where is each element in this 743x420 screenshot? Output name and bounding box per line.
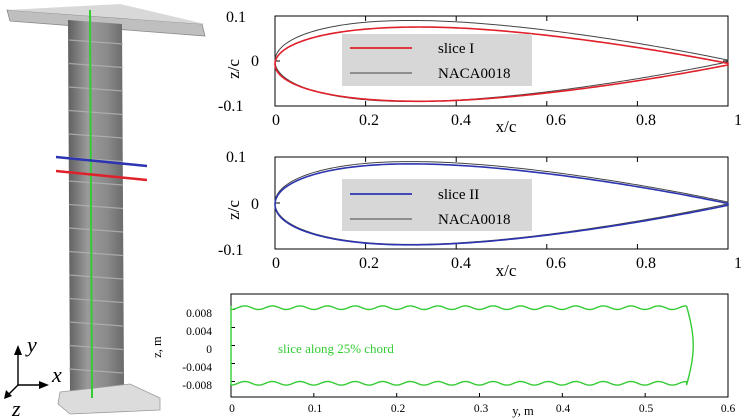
y-tick-label: 0.1: [226, 9, 246, 26]
model-ridges: [68, 39, 124, 374]
slice-line-blue: [55, 155, 148, 168]
series-lines: [274, 161, 729, 246]
slice-line-red: [55, 169, 148, 182]
axis-y-label: y: [25, 332, 37, 357]
model-ridge: [68, 227, 124, 233]
x-tick-label: 0: [272, 255, 280, 272]
y-tick-label: -0.1: [218, 98, 243, 115]
x-tick-label: 0.2: [391, 403, 406, 415]
chart-span-slice: slice along 25% chord 0.008 0.004 0 -0.0…: [150, 293, 736, 418]
series-lines: [230, 305, 694, 386]
model-ridge: [68, 203, 124, 210]
x-tick-label: 0.1: [308, 403, 323, 415]
model-ridge: [68, 133, 124, 139]
y-tick-label: -0.004: [182, 362, 212, 374]
x-axis-label: x/c: [496, 261, 517, 280]
x-tick-label: 0.3: [474, 403, 489, 415]
y-tick-label: 0.004: [186, 326, 212, 338]
y-tick-label: 0.008: [186, 308, 212, 320]
x-tick-label: 1: [734, 255, 742, 272]
series-lines: [274, 19, 729, 103]
y-tick-label: -0.008: [182, 380, 212, 392]
model-bottom-plate: [57, 383, 161, 415]
axis-z-label: z: [11, 396, 21, 420]
x-tick-label: 0.2: [359, 112, 379, 129]
model-ridge: [68, 109, 124, 116]
y-axis-label: z/c: [224, 200, 243, 220]
x-tick-label: 0.4: [451, 255, 471, 272]
model-ridge: [68, 344, 124, 351]
chart-slice-I: slice I NACA0018 0.1 0 -0.1 z/c 0 0.2 0.…: [218, 9, 742, 136]
y-tick-label: -0.1: [218, 242, 243, 259]
annotation-label: slice along 25% chord: [278, 341, 394, 356]
model-ridge: [68, 368, 124, 374]
model-ridge: [68, 321, 124, 327]
axis-x-label: x: [51, 362, 62, 387]
y-arrow-icon: [14, 345, 22, 355]
x-tick-label: 0.8: [636, 255, 656, 272]
series-line-slice-ii: [274, 163, 729, 246]
x-tick-label: 0.6: [546, 255, 566, 272]
x-tick-label: 0: [229, 403, 235, 415]
x-tick-label: 0: [272, 112, 280, 129]
x-tick-label: 0.6: [546, 112, 566, 129]
legend-label-slice-I: slice I: [438, 41, 474, 57]
x-tick-label: 0.6: [721, 403, 736, 415]
x-tick-label: 0.4: [556, 403, 571, 415]
x-tick-label: 0.4: [451, 112, 471, 129]
x-arrow-icon: [39, 381, 49, 389]
axes-triad: y x z: [4, 332, 62, 420]
slice-line-green: [89, 9, 93, 399]
y-axis-label: z, m: [150, 336, 164, 358]
axis-ticks: [274, 15, 729, 107]
y-tick-label: 0.1: [226, 149, 246, 166]
x-tick-label: 0.8: [636, 112, 656, 129]
model-ridge: [68, 62, 124, 69]
y-tick-label: 0: [251, 53, 259, 70]
x-axis-label: y, m: [512, 404, 534, 418]
legend-label-slice-II: slice II: [438, 187, 479, 203]
x-tick-label: 0.5: [639, 403, 654, 415]
model-ridge: [68, 39, 124, 45]
x-tick-label: 1: [734, 112, 742, 129]
series-line-slice-i: [274, 26, 729, 103]
chart-slice-II: slice II NACA0018 0.1 0 -0.1 z/c 0 0.2 0…: [218, 149, 742, 280]
model-ridge: [68, 86, 124, 92]
x-axis-label: x/c: [496, 117, 517, 136]
model-ridge: [68, 274, 124, 280]
z-arrow-icon: [4, 390, 12, 399]
legend-label-naca: NACA0018: [438, 66, 511, 82]
model-ridge: [68, 297, 124, 304]
legend-box: [342, 34, 532, 86]
y-tick-label: 0: [206, 344, 212, 356]
model-ridge: [68, 180, 124, 186]
y-axis-label: z/c: [224, 59, 243, 79]
x-tick-label: 0.2: [359, 255, 379, 272]
model-ridge: [68, 250, 124, 257]
series-line-span-slice: [230, 305, 694, 386]
legend-box: [342, 179, 532, 231]
hydrofoil-model-image: [6, 4, 206, 415]
y-tick-label: 0: [251, 196, 259, 213]
legend-label-naca: NACA0018: [438, 212, 511, 228]
